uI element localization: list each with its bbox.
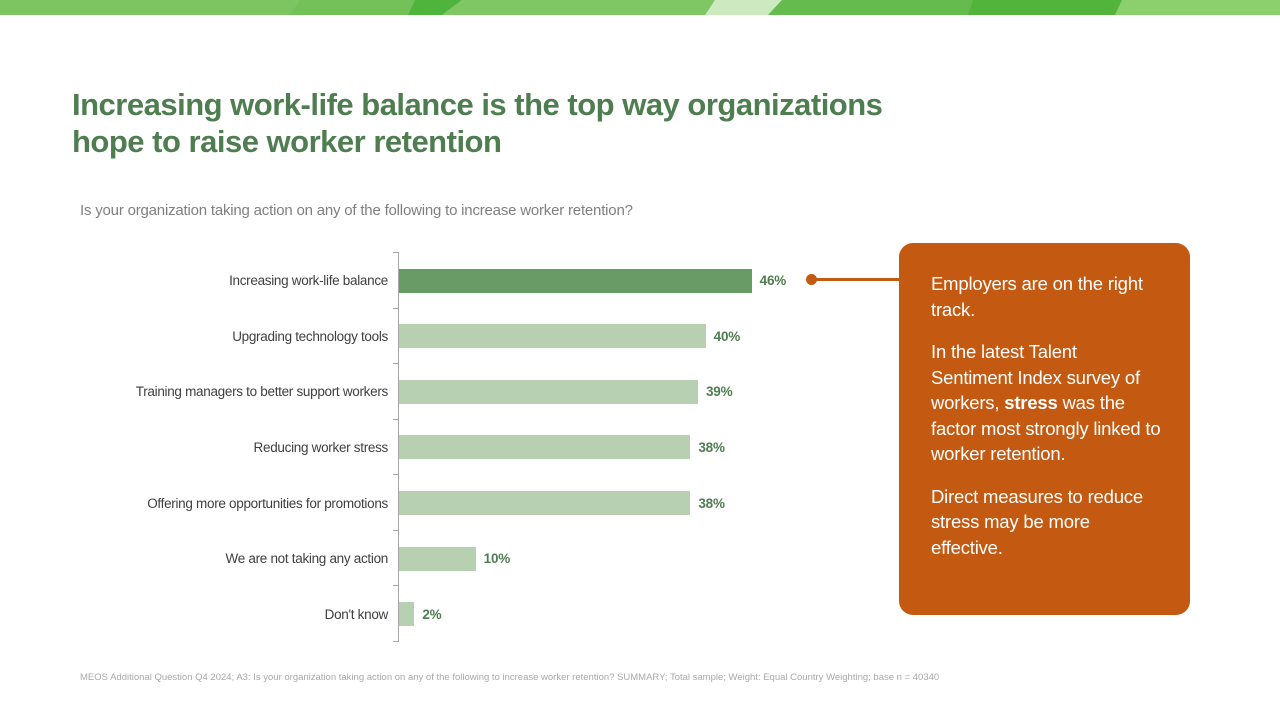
chart-row: We are not taking any action 10% xyxy=(80,529,880,587)
category-label: Don't know xyxy=(324,606,389,622)
axis-tick xyxy=(393,363,399,365)
value-label: 40% xyxy=(713,328,741,344)
category-label: Offering more opportunities for promotio… xyxy=(147,495,388,511)
category-label: We are not taking any action xyxy=(225,551,389,567)
chart-row: Training managers to better support work… xyxy=(80,363,880,420)
callout-connector-dot xyxy=(806,274,817,285)
bar-track: 46% xyxy=(393,252,880,309)
bar-track: 2% xyxy=(393,585,880,642)
callout-box: Employers are on the right track. In the… xyxy=(899,243,1190,615)
bar xyxy=(399,546,476,571)
slide-title-line1: Increasing work-life balance is the top … xyxy=(72,87,883,122)
bar-track: 40% xyxy=(393,307,880,365)
decorative-top-band xyxy=(0,0,1280,15)
bar xyxy=(399,268,752,293)
bar-track: 39% xyxy=(393,363,880,420)
callout-paragraph-1: Employers are on the right track. xyxy=(931,273,1143,320)
chart-row: Don't know 2% xyxy=(80,585,880,642)
chart-row: Upgrading technology tools 40% xyxy=(80,307,880,365)
callout-p2-before: In the latest Talent Sentiment Index sur… xyxy=(931,341,1140,413)
bar xyxy=(399,491,691,516)
bar xyxy=(399,379,698,404)
chart-question: Is your organization taking action on an… xyxy=(80,202,633,219)
value-label: 38% xyxy=(698,439,725,455)
category-label: Increasing work-life balance xyxy=(229,273,388,289)
bar-track: 38% xyxy=(393,418,880,476)
category-label: Reducing worker stress xyxy=(253,439,389,455)
axis-tick xyxy=(393,529,399,531)
axis-tick xyxy=(393,418,399,420)
category-label: Upgrading technology tools xyxy=(232,328,388,344)
bar xyxy=(399,324,706,349)
bar xyxy=(399,602,415,627)
value-label: 10% xyxy=(483,551,511,567)
chart-row: Offering more opportunities for promotio… xyxy=(80,474,880,531)
value-label: 2% xyxy=(422,606,442,622)
chart-rows: Increasing work-life balance 46% Upgrading… xyxy=(80,252,880,642)
chart-row: Reducing worker stress 38% xyxy=(80,418,880,476)
callout-paragraph-3: Direct measures to reduce stress may be … xyxy=(931,485,1143,558)
bar-chart: Increasing work-life balance 46% Upgrading… xyxy=(80,252,880,642)
value-label: 46% xyxy=(759,273,787,289)
bar-track: 10% xyxy=(393,529,880,587)
slide-title: Increasing work-life balance is the top … xyxy=(72,86,1102,160)
slide-title-line2: hope to raise worker retention xyxy=(72,124,502,159)
axis-tick xyxy=(393,640,399,642)
axis-tick xyxy=(393,252,399,253)
axis-tick xyxy=(393,474,399,476)
value-label: 39% xyxy=(706,384,733,400)
axis-tick xyxy=(393,307,399,309)
bar-track: 38% xyxy=(393,474,880,531)
callout-p2-after: was the factor most strongly linked to w… xyxy=(931,392,1161,464)
category-label: Training managers to better support work… xyxy=(135,384,389,400)
callout-paragraph-2: In the latest Talent Sentiment Index sur… xyxy=(931,339,1162,467)
source-footnote: MEOS Additional Question Q4 2024; A3: Is… xyxy=(80,672,940,683)
chart-row: Increasing work-life balance 46% xyxy=(80,252,880,309)
bar xyxy=(399,435,691,460)
callout-connector-line xyxy=(812,278,900,281)
value-label: 38% xyxy=(698,495,725,511)
callout-p2-bold: stress xyxy=(1004,392,1058,413)
axis-tick xyxy=(393,585,399,587)
